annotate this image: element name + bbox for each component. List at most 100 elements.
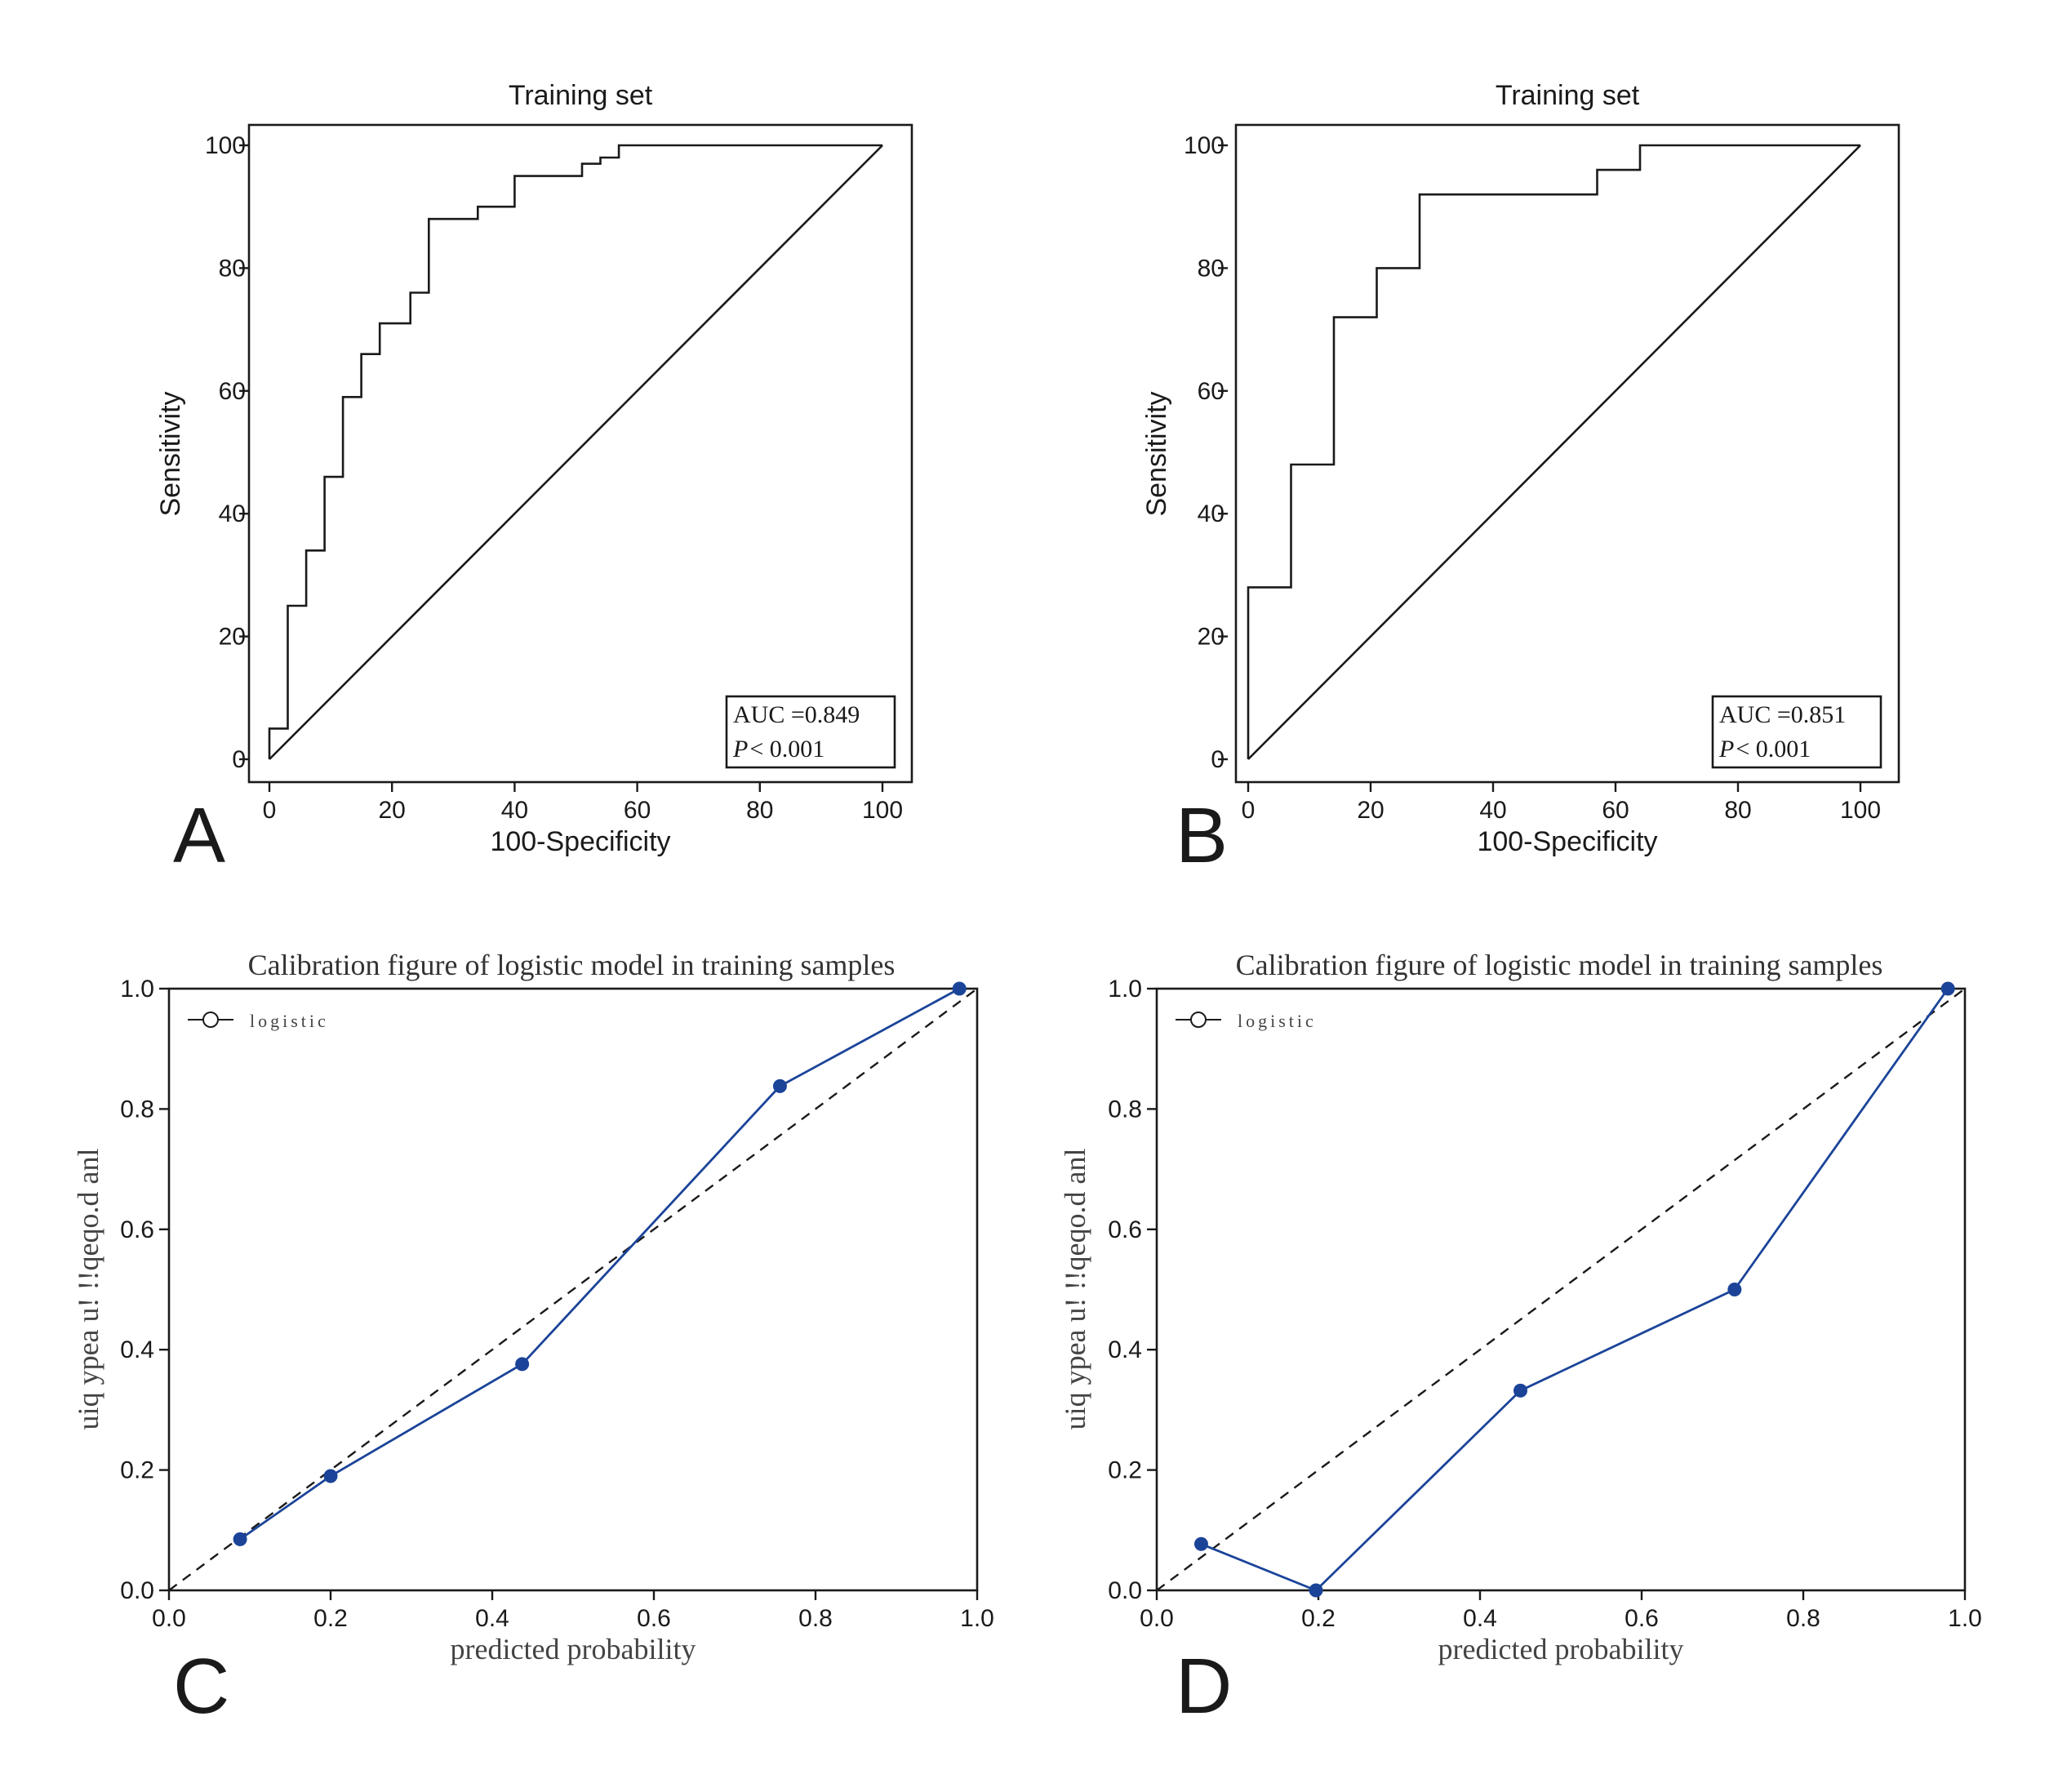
roc-curve-line [268,144,882,759]
legend-marker-icon [202,1012,219,1028]
y-tick-label: 40 [219,500,246,527]
x-tick-label: 0 [1242,797,1256,824]
calibration-point [772,1078,787,1093]
y-tick-label: 1.0 [120,976,154,1003]
x-tick-label: 0.4 [475,1605,509,1632]
y-tick-label: 80 [219,255,246,282]
legend-marker-icon [1190,1012,1207,1028]
y-tick-label: 40 [1198,500,1225,527]
calibration-point [952,981,967,996]
p-value-text: P< 0.001 [1718,736,1811,763]
legend-label: logistic [1238,1011,1317,1031]
y-tick-label: 0.6 [120,1216,154,1243]
y-tick-label: 60 [1198,378,1225,405]
p-value: < 0.001 [1736,736,1811,763]
x-tick-label: 0 [263,797,277,824]
auc-annotation: AUC =0.849 P< 0.001 [725,695,896,769]
x-tick-label: 0.4 [1463,1605,1497,1632]
panel-d-calibration-chart: Calibration figure of logistic model in … [1059,949,1982,1730]
chart-title: Training set [1496,80,1640,111]
y-tick-label: 0.2 [120,1457,154,1484]
x-tick-label: 0.0 [1140,1605,1174,1632]
y-tick-label: 0.4 [1108,1336,1142,1363]
panel-c-calibration-chart: Calibration figure of logistic model in … [72,949,994,1730]
x-tick-label: 100 [1840,797,1881,824]
y-tick-label: 0.2 [1108,1457,1142,1484]
x-ticks: 0.0 0.2 0.4 0.6 0.8 1.0 [152,1590,994,1632]
y-axis-label: uiq ypea u! !!qeqo.d anl [1059,1149,1091,1430]
calibration-point [323,1469,338,1483]
auc-box [1711,695,1882,769]
x-axis-label: predicted probability [1438,1633,1684,1665]
auc-box [725,695,896,769]
x-tick-label: 0.8 [798,1605,833,1632]
y-tick-label: 0.6 [1108,1216,1142,1243]
calibration-point [233,1532,247,1546]
calibration-curve-line [1200,988,1949,1592]
panel-letter: B [1176,792,1228,879]
y-tick-label: 60 [219,378,246,405]
y-tick-label: 80 [1198,255,1225,282]
x-tick-label: 80 [746,797,773,824]
x-ticks: 0.0 0.2 0.4 0.6 0.8 1.0 [1140,1590,1982,1632]
p-symbol: P [732,736,748,763]
auc-text: AUC =0.851 [1719,701,1846,728]
calibration-point [1309,1583,1323,1598]
chart-marks [268,144,883,760]
x-ticks: 0 20 40 60 80 100 [263,782,903,824]
chart-title: Calibration figure of logistic model in … [248,949,896,981]
x-axis-label: predicted probability [451,1633,696,1665]
reference-diagonal-line [269,145,883,760]
x-axis-label: 100-Specificity [490,826,670,857]
x-tick-label: 1.0 [960,1605,994,1632]
plot-frame [1155,987,1967,1592]
y-tick-label: 0.8 [1108,1096,1142,1123]
auc-text: AUC =0.849 [733,701,860,728]
calibration-point [1193,1536,1208,1551]
x-tick-label: 40 [1479,797,1506,824]
x-ticks: 0 20 40 60 80 100 [1242,782,1881,824]
x-tick-label: 20 [1357,797,1384,824]
calibration-point [515,1357,530,1372]
plot-frame [247,123,913,784]
panel-letter: D [1176,1643,1232,1730]
p-symbol: P [1718,736,1734,763]
reference-diagonal-line [1247,145,1861,760]
legend-label: logistic [250,1011,329,1031]
reference-diagonal-line [1156,988,1966,1591]
y-axis-label: Sensitivity [1141,391,1172,516]
chart-title: Training set [509,80,653,111]
x-tick-label: 0.2 [1301,1605,1336,1632]
panel-letter: C [173,1643,229,1730]
x-tick-label: 0.6 [637,1605,671,1632]
x-axis-label: 100-Specificity [1477,826,1657,857]
x-tick-label: 40 [501,797,528,824]
roc-curve-line [1247,144,1860,759]
p-value: < 0.001 [749,736,824,763]
panel-b-roc-chart: Training set 0 20 40 60 80 100 0 20 40 60 80 100 S… [1141,80,1900,879]
x-tick-label: 60 [1602,797,1629,824]
y-axis-label: uiq ypea u! !!qeqo.d anl [72,1149,104,1430]
y-tick-label: 100 [205,132,246,159]
chart-title: Calibration figure of logistic model in … [1236,949,1883,981]
chart-marks [168,981,978,1591]
y-tick-label: 0.0 [1108,1577,1142,1604]
y-tick-label: 20 [219,624,246,651]
y-tick-label: 20 [1198,624,1225,651]
y-tick-label: 0.0 [120,1577,154,1604]
y-ticks: 0.0 0.2 0.4 0.6 0.8 1.0 [1108,976,1157,1604]
x-tick-label: 60 [624,797,651,824]
legend: logistic [188,1011,329,1031]
y-tick-label: 0.8 [120,1096,154,1123]
x-tick-label: 0.8 [1786,1605,1820,1632]
chart-marks [1247,144,1861,760]
panel-letter: A [173,792,225,879]
panel-a-roc-chart: Training set 0 20 40 60 80 100 0 20 40 60 80 100 S… [155,80,913,879]
y-axis-label: Sensitivity [155,391,186,516]
calibration-point [1727,1283,1742,1296]
y-ticks: 0 20 40 60 80 100 [1184,132,1228,773]
x-tick-label: 0.0 [152,1605,186,1632]
y-tick-label: 0 [1211,746,1225,773]
p-value-text: P< 0.001 [732,736,824,763]
x-tick-label: 100 [862,797,903,824]
